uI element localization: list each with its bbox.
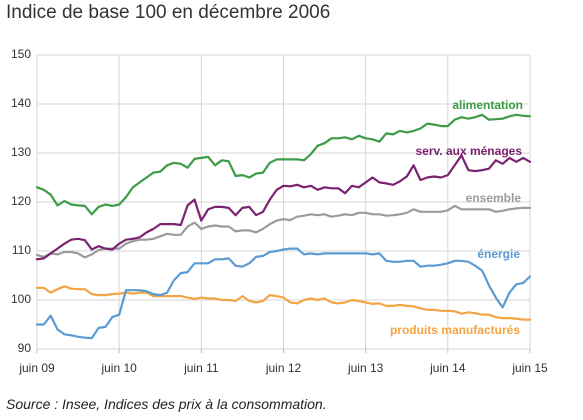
series-line-produits-manufactures: [35, 285, 532, 321]
x-tick-label: juin 13: [347, 361, 384, 375]
x-tick-label: juin 14: [429, 361, 466, 375]
y-tick-label: 100: [11, 292, 31, 306]
series-lines: [35, 113, 532, 340]
series-label-ensemble: ensemble: [466, 191, 522, 205]
y-tick-label: 140: [11, 96, 31, 110]
y-tick-label: 90: [18, 341, 32, 355]
y-tick-label: 110: [12, 243, 31, 257]
y-tick-label: 130: [11, 145, 31, 159]
series-label-energie: énergie: [477, 247, 520, 261]
series-line-energie: [35, 247, 532, 340]
x-tick-label: juin 11: [183, 361, 219, 375]
y-axis-ticks: 90 100 110 120 130 140 150: [11, 47, 31, 355]
series-line-alimentation: [35, 113, 532, 216]
series-labels: alimentation serv. aux ménages ensemble éne…: [390, 98, 523, 337]
x-tick-label: juin 10: [100, 361, 137, 375]
series-label-alimentation: alimentation: [452, 98, 523, 112]
y-tick-label: 120: [11, 194, 31, 208]
y-tick-label: 150: [11, 47, 31, 61]
gridlines: [36, 54, 531, 350]
x-tick-label: juin 12: [265, 361, 302, 375]
x-tick-label: juin 15: [511, 361, 548, 375]
x-axis-ticks: juin 09 juin 10 juin 11 juin 12 juin 13 juin …: [18, 349, 548, 375]
series-label-produits-manufactures: produits manufacturés: [390, 323, 520, 337]
x-tick-label: juin 09: [18, 361, 55, 375]
series-line-serv-aux-menages: [35, 154, 532, 261]
chart-title: Indice de base 100 en décembre 2006: [6, 2, 331, 23]
series-line-ensemble: [35, 204, 532, 259]
series-label-serv-aux-menages: serv. aux ménages: [415, 144, 522, 158]
source-note: Source : Insee, Indices des prix à la co…: [6, 396, 327, 412]
